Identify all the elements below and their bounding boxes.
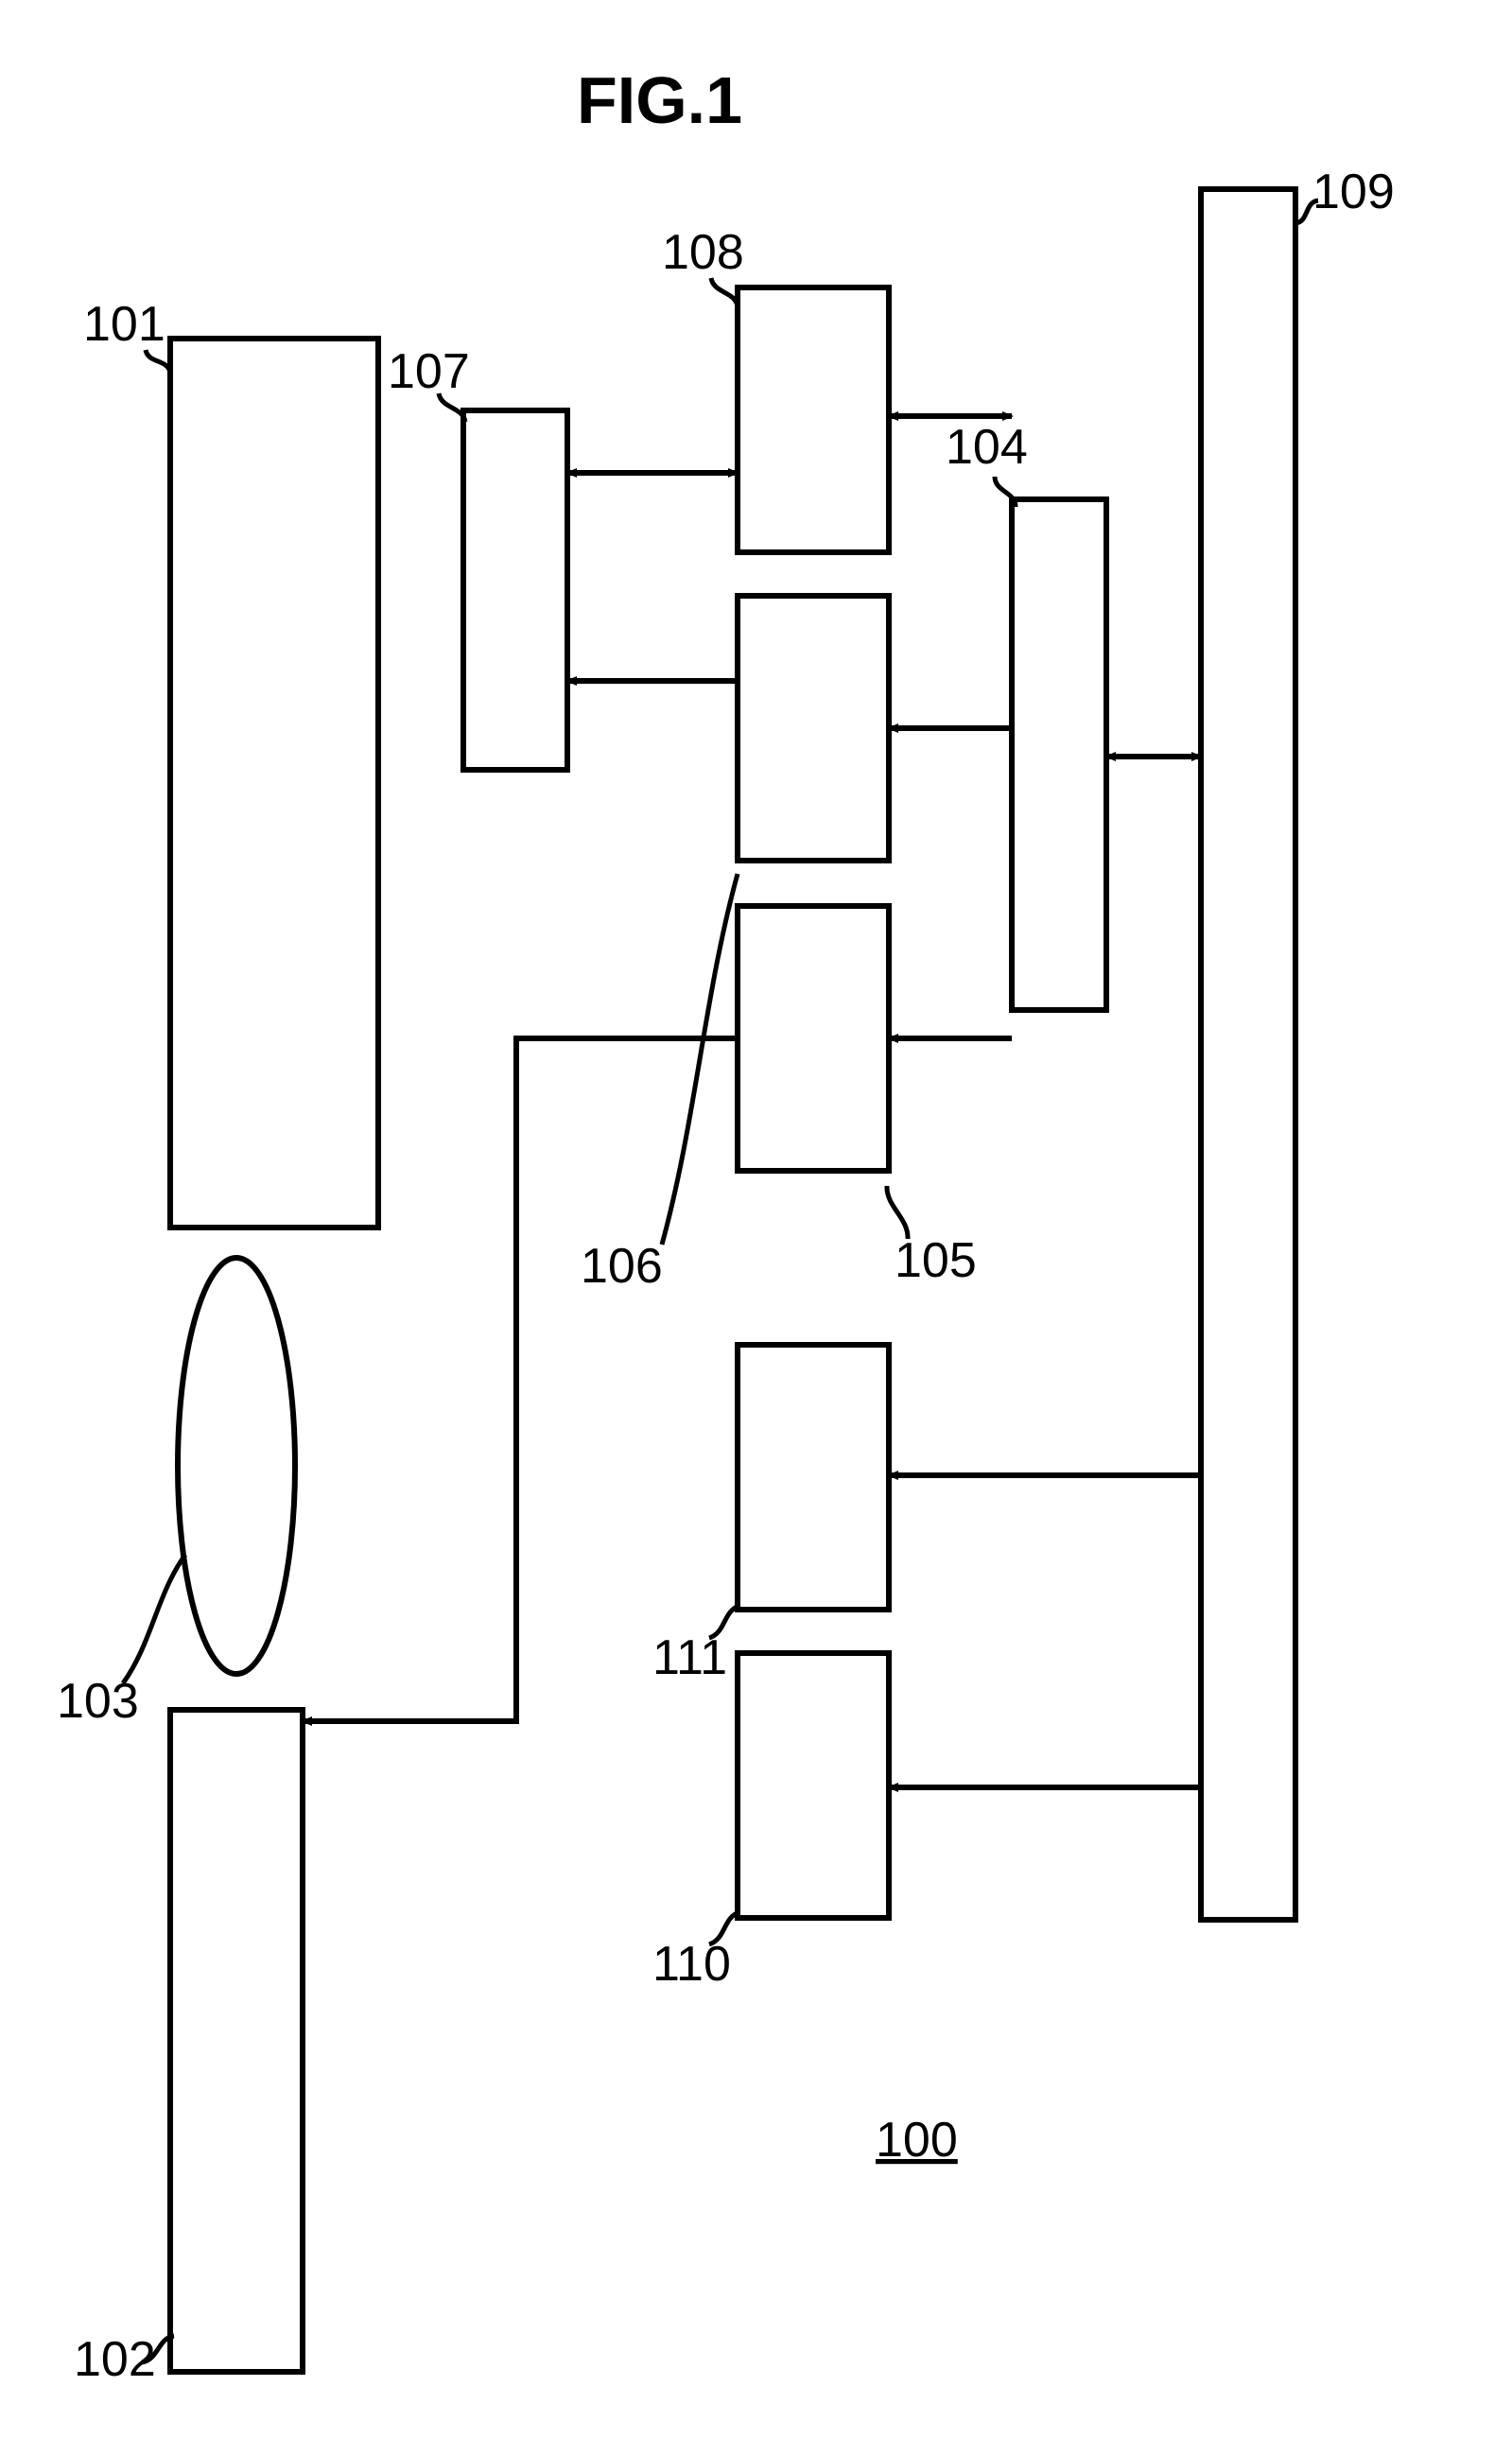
block-110 [738, 1653, 889, 1918]
block-108 [738, 287, 889, 552]
block-102 [170, 1710, 303, 2372]
label-102: 102 [74, 2332, 156, 2387]
leader-squiggle [662, 874, 738, 1245]
label-110: 110 [652, 1937, 731, 1992]
ref-100: 100 [876, 2113, 958, 2168]
leader-squiggle [711, 278, 738, 306]
leader-squiggle [146, 350, 170, 373]
leader-squiggle [123, 1555, 185, 1683]
leader-squiggle [887, 1186, 908, 1239]
label-107: 107 [388, 344, 470, 399]
block-101 [170, 339, 378, 1228]
label-101: 101 [83, 297, 165, 352]
leader-squiggle [995, 477, 1016, 507]
label-108: 108 [662, 225, 744, 280]
label-105: 105 [895, 1233, 977, 1288]
label-104: 104 [946, 420, 1028, 475]
label-111: 111 [652, 1630, 727, 1685]
block-104 [1012, 499, 1106, 1010]
block-107 [463, 410, 567, 770]
block-109 [1201, 189, 1295, 1920]
label-109: 109 [1312, 165, 1395, 219]
block-105 [738, 906, 889, 1171]
block-111 [738, 1345, 889, 1610]
label-106: 106 [581, 1239, 663, 1294]
figure-title: FIG.1 [577, 63, 742, 137]
block-106 [738, 596, 889, 861]
block-103 [178, 1258, 295, 1674]
